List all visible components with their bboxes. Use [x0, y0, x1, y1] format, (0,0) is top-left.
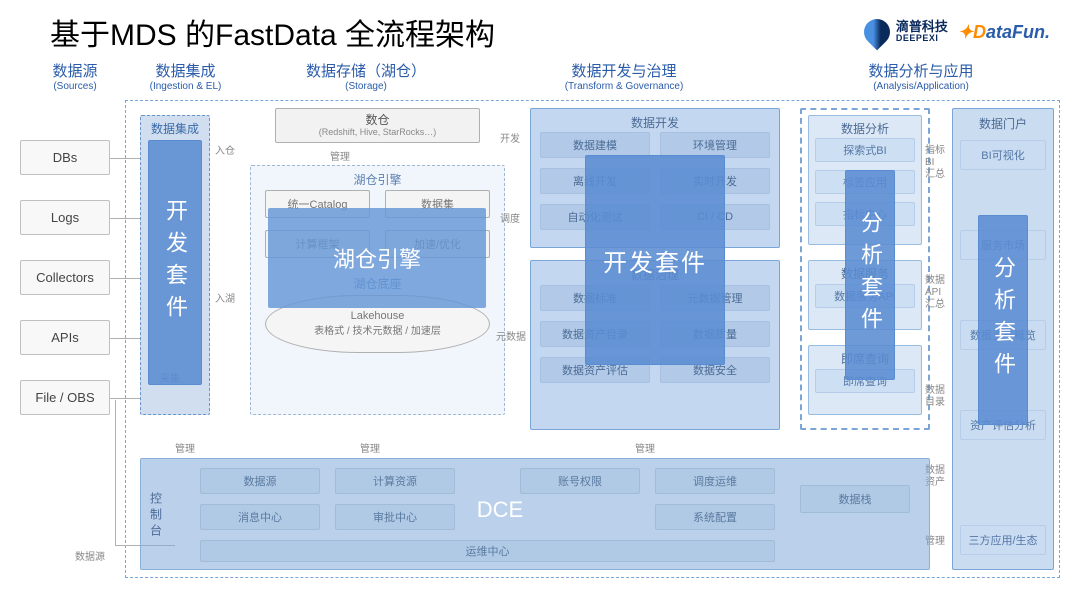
label-tiaodu: 调度 — [500, 210, 520, 225]
source-logs: Logs — [20, 200, 110, 235]
datafun-logo: ✦DataFun. — [958, 22, 1050, 43]
dev-title: 数据开发 — [530, 111, 780, 134]
portal-3rd: 三方应用/生态 — [960, 525, 1046, 555]
source-file: File / OBS — [20, 380, 110, 415]
dce-cfg: 系统配置 — [655, 504, 775, 530]
logo-group: 滴普科技 DEEPEXI ✦DataFun. — [864, 19, 1050, 45]
da-title: 数据分析 — [808, 117, 922, 140]
da-bi: 探索式BI — [815, 138, 915, 162]
dce-ops: 调度运维 — [655, 468, 775, 494]
portal-overlay: 分析套件 — [978, 215, 1028, 425]
dce-stack: 数据栈 — [800, 485, 910, 513]
label-zhibiao: 指标 BI 汇总 — [925, 145, 945, 181]
dce-msg: 消息中心 — [200, 504, 320, 530]
source-dbs: DBs — [20, 140, 110, 175]
dev-overlay: 开发套件 — [585, 155, 725, 365]
data-warehouse: 数仓 (Redshift, Hive, StarRocks…) — [275, 108, 480, 143]
label-api: 数据 API 汇总 — [925, 275, 945, 311]
label-guanli4: 管理 — [635, 440, 655, 455]
dce-appr: 审批中心 — [335, 504, 455, 530]
deepexi-cn: 滴普科技 — [896, 20, 948, 34]
label-guanli2: 管理 — [330, 148, 350, 163]
ingestion-overlay: 开发套件 — [148, 140, 202, 385]
portal-title: 数据门户 — [952, 112, 1054, 135]
deepexi-icon — [858, 14, 895, 51]
label-guanli3: 管理 — [360, 440, 380, 455]
dce-src: 数据源 — [200, 468, 320, 494]
label-kaifa: 开发 — [500, 130, 520, 145]
column-headers: 数据源(Sources) 数据集成(Ingestion & EL) 数据存储（湖… — [0, 60, 1080, 100]
source-collectors: Collectors — [20, 260, 110, 295]
label-mulu: 数据 目录 — [925, 385, 945, 409]
label-guanli1: 管理 — [175, 440, 195, 455]
dce-comp: 计算资源 — [335, 468, 455, 494]
label-ruhu: 入湖 — [215, 290, 235, 305]
label-rucang: 入仓 — [215, 142, 235, 157]
deepexi-en: DEEPEXI — [896, 34, 948, 44]
source-apis: APIs — [20, 320, 110, 355]
portal-bi: BI可视化 — [960, 140, 1046, 170]
engine-title: 湖仓引擎 — [250, 168, 505, 191]
dce-overlay: DCE — [460, 495, 540, 525]
ctrl-label: 控制台 — [147, 478, 165, 553]
dce-opscenter: 运维中心 — [200, 540, 775, 562]
label-shujuyuan: 数据源 — [75, 548, 105, 563]
label-yuanshuju: 元数据 — [496, 328, 526, 343]
dce-auth: 账号权限 — [520, 468, 640, 494]
storage-overlay: 湖仓引擎 — [268, 208, 486, 308]
deepexi-logo: 滴普科技 DEEPEXI — [864, 19, 948, 45]
analysis-overlay: 分析套件 — [845, 170, 895, 380]
page-title: 基于MDS 的FastData 全流程架构 — [50, 10, 864, 54]
ingestion-title: 数据集成 — [151, 116, 199, 141]
